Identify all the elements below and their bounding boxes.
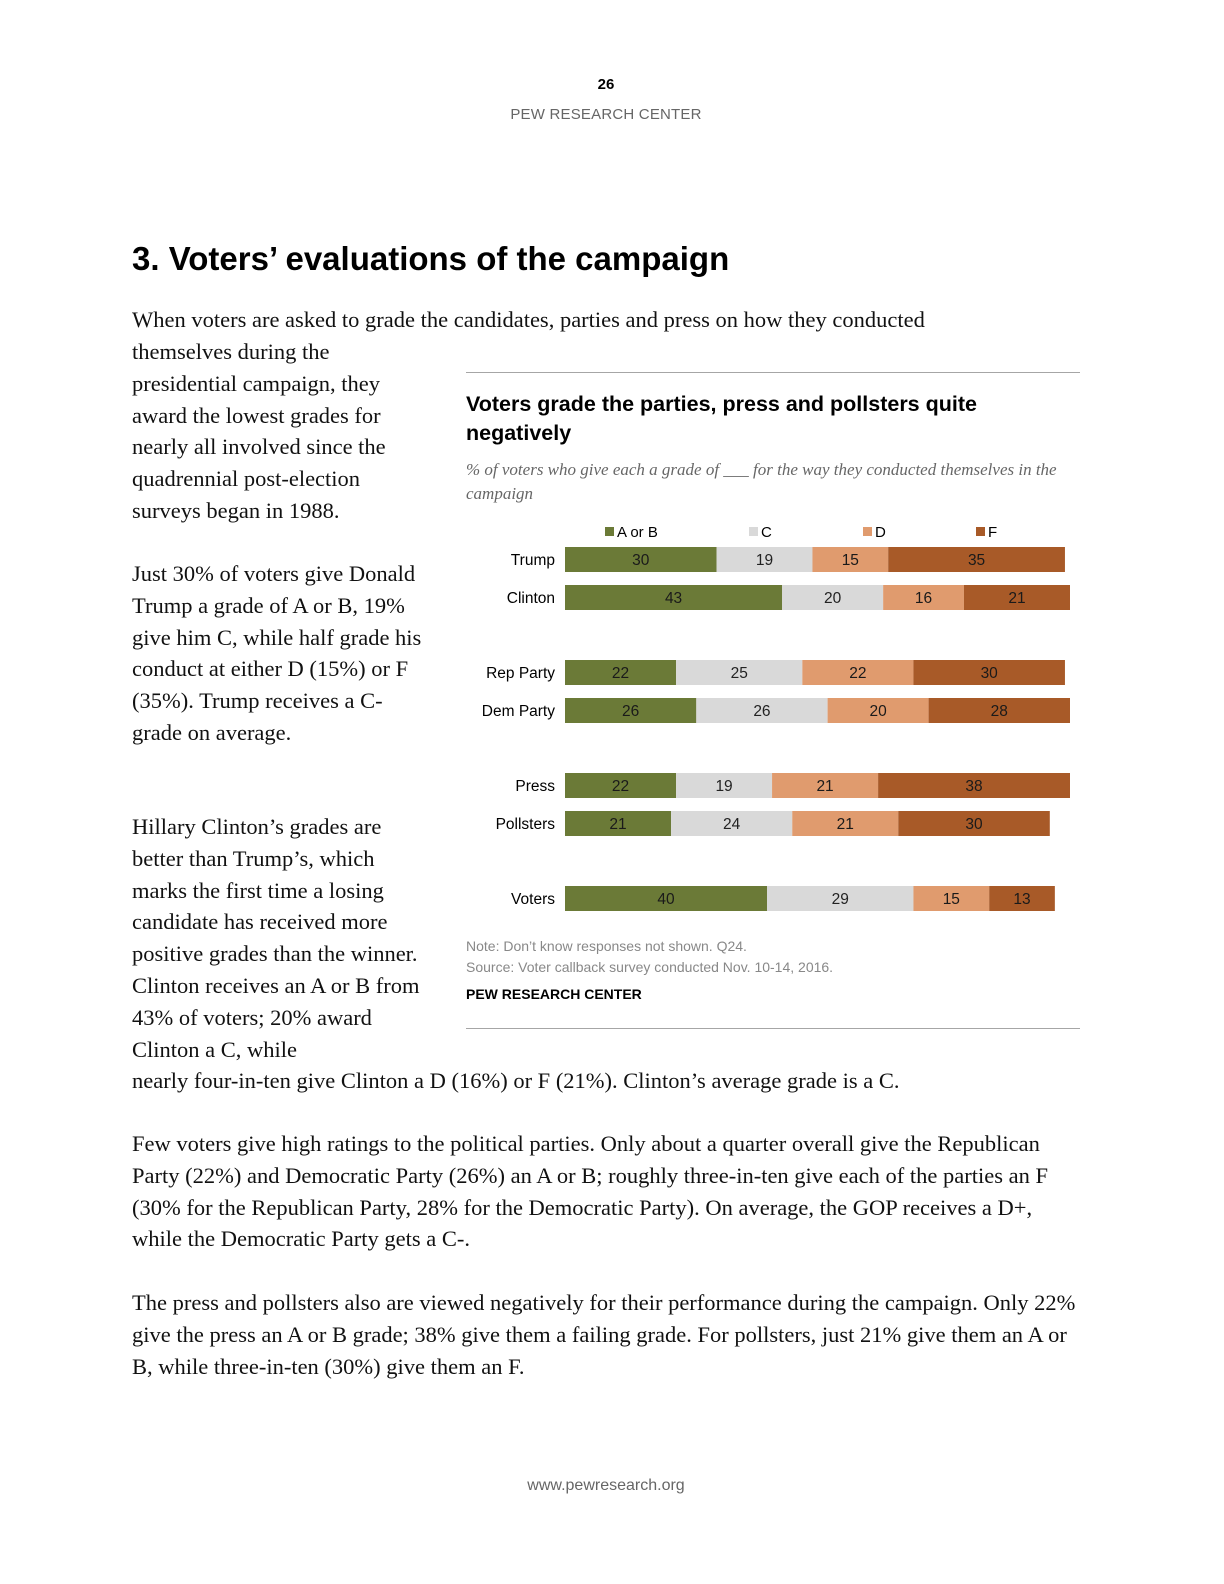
- clinton-paragraph-tail: nearly four-in-ten give Clinton a D (16%…: [132, 1068, 900, 1093]
- bar-value-label: 19: [756, 552, 773, 569]
- chart-title: Voters grade the parties, press and poll…: [466, 392, 977, 445]
- bar-segment: [565, 773, 677, 798]
- bar-segment: [782, 585, 884, 610]
- bar-segment: [565, 585, 783, 610]
- bar-value-label: 24: [723, 816, 741, 833]
- bar-value-label: 20: [824, 590, 842, 607]
- chart-subtitle: % of voters who give each a grade of ___…: [466, 460, 1057, 503]
- bar-segment: [676, 773, 773, 798]
- bar-value-label: 15: [842, 552, 859, 569]
- bar-segment: [696, 698, 828, 723]
- bar-value-label: 30: [965, 816, 983, 833]
- bar-value-label: 30: [632, 552, 650, 569]
- bar-segment: [883, 585, 964, 610]
- bar-value-label: 43: [665, 590, 682, 607]
- page-number: 26: [597, 76, 615, 93]
- bar-segment: [898, 811, 1050, 836]
- clinton-paragraph: Hillary Clinton’s grades are better than…: [132, 814, 420, 1062]
- legend-label-0: A or B: [617, 524, 658, 541]
- bar-segment: [827, 698, 929, 723]
- bar-segment: [565, 547, 717, 572]
- bar-value-label: 25: [731, 665, 748, 682]
- legend-swatch-2: [863, 527, 872, 536]
- chart-source: Source: Voter callback survey conducted …: [466, 959, 834, 975]
- bar-value-label: 38: [965, 778, 982, 795]
- chart-note: Note: Don’t know responses not shown. Q2…: [466, 938, 747, 954]
- legend-label-1: C: [761, 524, 772, 541]
- bar-value-label: 19: [715, 778, 732, 795]
- bar-segment: [802, 660, 914, 685]
- bar-value-label: 22: [612, 665, 629, 682]
- bar-value-label: 26: [753, 703, 770, 720]
- row-label: Trump: [511, 552, 555, 569]
- chart-credit: PEW RESEARCH CENTER: [466, 986, 642, 1002]
- bar-segment: [767, 886, 914, 911]
- bar-value-label: 22: [612, 778, 629, 795]
- bar-value-label: 21: [837, 816, 854, 833]
- press-paragraph: The press and pollsters also are viewed …: [132, 1290, 1076, 1379]
- bar-segment: [772, 773, 879, 798]
- bar-segment: [989, 886, 1055, 911]
- chart-figure: Voters grade the parties, press and poll…: [466, 372, 1080, 1029]
- footer-url: www.pewresearch.org: [527, 1477, 685, 1494]
- row-label: Clinton: [507, 590, 555, 607]
- bar-segment: [913, 886, 990, 911]
- row-label: Voters: [511, 891, 555, 908]
- bar-value-label: 21: [609, 816, 626, 833]
- bar-segment: [716, 547, 813, 572]
- running-header: PEW RESEARCH CENTER: [510, 106, 702, 123]
- bar-value-label: 29: [832, 891, 849, 908]
- bar-segment: [888, 547, 1065, 572]
- bar-value-label: 26: [622, 703, 639, 720]
- bar-value-label: 35: [968, 552, 985, 569]
- bar-value-label: 15: [943, 891, 960, 908]
- bar-segment: [565, 660, 677, 685]
- bar-segment: [565, 886, 767, 911]
- bar-value-label: 13: [1013, 891, 1030, 908]
- bar-value-label: 20: [869, 703, 887, 720]
- row-label: Rep Party: [486, 665, 555, 682]
- bar-value-label: 21: [816, 778, 833, 795]
- intro-paragraph-continued: themselves during the presidential campa…: [132, 339, 386, 523]
- bar-segment: [565, 698, 697, 723]
- bar-segment: [676, 660, 803, 685]
- row-label: Press: [515, 778, 555, 795]
- row-label: Dem Party: [482, 703, 555, 720]
- bar-value-label: 22: [849, 665, 866, 682]
- legend-label-3: F: [988, 524, 997, 541]
- bar-value-label: 40: [657, 891, 675, 908]
- stacked-bar-chart: A or B C D F Trump 30 19 15 35 Clinton 43 20 16 21 Rep…: [482, 524, 1070, 911]
- bar-segment: [963, 585, 1070, 610]
- legend-swatch-1: [749, 527, 758, 536]
- bar-segment: [913, 660, 1065, 685]
- intro-paragraph-first-line: When voters are asked to grade the candi…: [132, 307, 925, 332]
- trump-paragraph: Just 30% of voters give Donald Trump a g…: [132, 561, 422, 745]
- legend-label-2: D: [875, 524, 886, 541]
- page-title: 3. Voters’ evaluations of the campaign: [132, 240, 730, 277]
- legend-swatch-0: [605, 527, 614, 536]
- legend-swatch-3: [976, 527, 985, 536]
- parties-paragraph: Few voters give high ratings to the poli…: [132, 1131, 1048, 1252]
- bar-segment: [928, 698, 1070, 723]
- bar-value-label: 21: [1008, 590, 1025, 607]
- bar-segment: [812, 547, 889, 572]
- bar-value-label: 16: [915, 590, 932, 607]
- bar-segment: [671, 811, 793, 836]
- bar-value-label: 30: [981, 665, 999, 682]
- bar-segment: [878, 773, 1070, 798]
- bar-segment: [565, 811, 672, 836]
- bar-value-label: 28: [991, 703, 1008, 720]
- bar-segment: [792, 811, 899, 836]
- row-label: Pollsters: [496, 816, 556, 833]
